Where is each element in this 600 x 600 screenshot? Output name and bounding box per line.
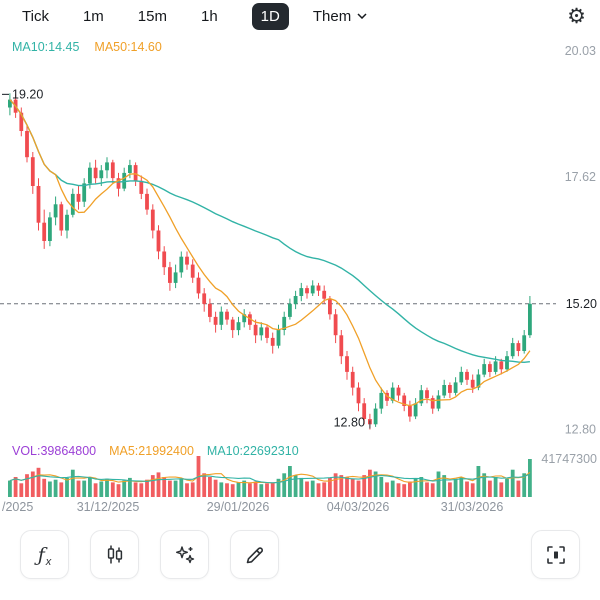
x-axis-label: 31/03/2026	[440, 500, 504, 514]
low-price-marker: 12.80	[334, 416, 365, 430]
chevron-down-icon	[357, 13, 367, 19]
current-price-label: 15.20	[566, 297, 597, 311]
x-axis-label: 31/12/2025	[76, 500, 140, 514]
chart-style-button[interactable]	[90, 530, 139, 579]
indicators-fx-button[interactable]: ƒx	[20, 530, 69, 579]
pencil-icon	[246, 546, 263, 563]
tab-tick[interactable]: Tick	[22, 7, 49, 25]
high-price-marker: 19.20	[12, 87, 43, 101]
x-axis-label: 29/01/2026	[206, 500, 270, 514]
y-axis-label: 20.03	[565, 44, 596, 58]
volume-axis-label: 41747300	[541, 452, 597, 466]
timeframe-toolbar: Tick 1m 15m 1h 1D Them ⚙	[0, 0, 600, 32]
fullscreen-button[interactable]	[531, 530, 580, 579]
y-axis-label: 12.80	[565, 423, 596, 437]
drawing-button[interactable]	[230, 530, 279, 579]
chart-area: 20.03 17.62 12.80 15.20 19.20 12.80 41747300 M…	[0, 32, 600, 514]
fx-icon: ƒx	[37, 543, 52, 568]
tab-theme-dropdown[interactable]: Them	[313, 8, 367, 25]
tab-1d[interactable]: 1D	[251, 2, 289, 30]
x-axis: /2025 31/12/2025 29/01/2026 04/03/2026 31/03…	[0, 500, 600, 516]
fullscreen-scan-icon	[546, 545, 565, 564]
tab-15m[interactable]: 15m	[137, 7, 167, 25]
magic-sparkles-icon	[175, 545, 194, 563]
x-axis-label: /2025	[2, 500, 34, 514]
candlestick-icon	[107, 545, 122, 563]
tab-1h[interactable]: 1h	[200, 7, 218, 25]
bottom-toolbar: ƒx	[0, 512, 600, 600]
x-axis-label: 04/03/2026	[326, 500, 390, 514]
settings-gear-icon[interactable]: ⚙	[567, 4, 586, 28]
tab-1m[interactable]: 1m	[82, 7, 104, 25]
candlestick-chart[interactable]: 20.03 17.62 12.80 15.20 19.20 12.80 41747300	[0, 32, 600, 512]
tab-theme-label: Them	[312, 7, 352, 25]
y-axis-label: 17.62	[565, 170, 596, 184]
ai-tools-button[interactable]	[160, 530, 209, 579]
